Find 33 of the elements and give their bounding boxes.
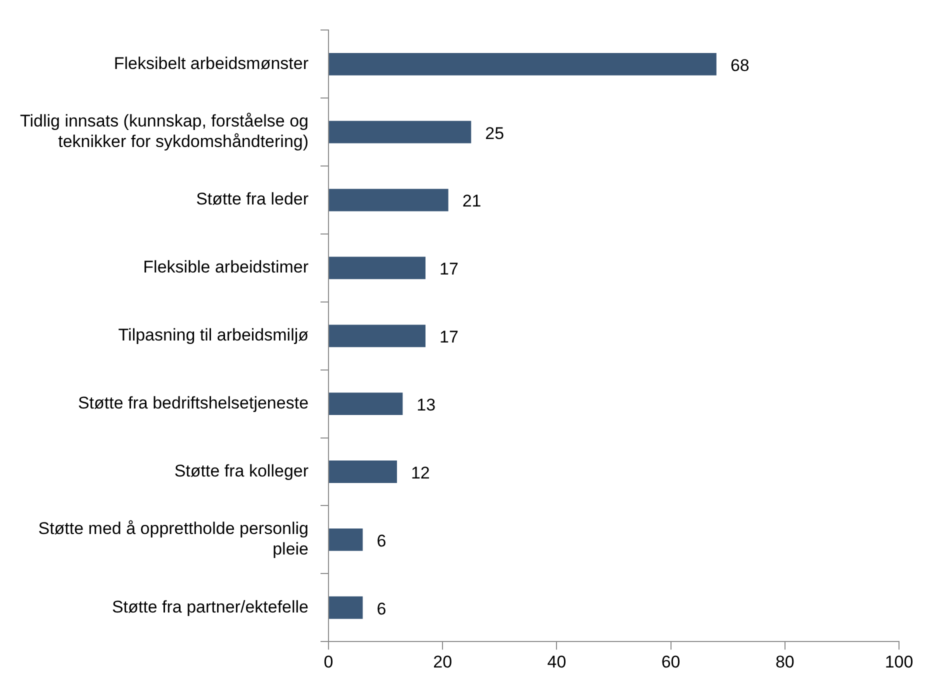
data-label: 6: [376, 531, 386, 550]
y-tick-label: Støtte fra kolleger: [174, 461, 309, 480]
y-tick-label: Støtte fra leder: [196, 190, 309, 209]
bar: [329, 52, 716, 76]
x-tick-label: 80: [775, 652, 794, 672]
x-tick-label: 40: [547, 652, 566, 672]
y-tick-label: Støtte fra partner/ektefelle: [112, 597, 309, 616]
data-label: 25: [485, 124, 504, 143]
x-tick-label: 60: [661, 652, 680, 672]
y-tick-label: Støtte med å opprettholde personlig pleie: [38, 519, 309, 559]
bar: [329, 120, 472, 144]
bar: [329, 596, 363, 619]
bar: [329, 324, 426, 348]
bar: [329, 256, 426, 280]
data-label: 17: [440, 260, 458, 279]
bar: [329, 528, 363, 551]
bar: [329, 392, 403, 416]
data-label: 13: [416, 396, 436, 415]
data-label: 68: [730, 56, 750, 75]
bar: [329, 460, 397, 483]
y-tick-label: Fleksibelt arbeidsmønster: [114, 54, 309, 73]
data-label: 17: [440, 328, 458, 347]
x-tick-label: 0: [324, 652, 334, 672]
y-tick-label: Tidlig innsats (kunnskap, forståelse og teknikker for sykdomshåndtering): [20, 112, 309, 151]
y-tick-label: Tilpasning til arbeidsmiljø: [118, 326, 309, 345]
y-tick-label: Fleksible arbeidstimer: [143, 258, 309, 277]
bar: [329, 188, 448, 212]
data-label: 12: [410, 463, 430, 482]
data-label: 21: [462, 192, 482, 211]
data-label: 6: [376, 599, 386, 618]
x-tick-label: 100: [884, 652, 914, 672]
y-tick-label: Støtte fra bedriftshelsetjeneste: [78, 394, 309, 413]
x-tick-label: 20: [433, 652, 452, 672]
